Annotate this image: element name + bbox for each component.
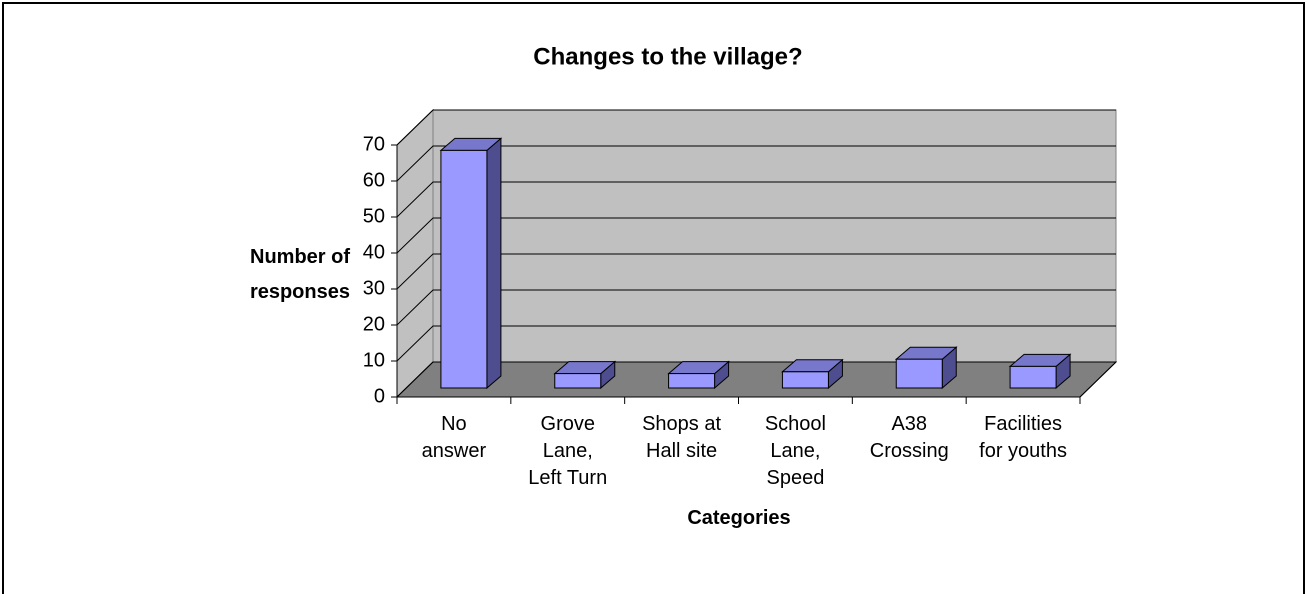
bar bbox=[1009, 365, 1057, 389]
x-axis-title: Categories bbox=[687, 507, 791, 529]
chart-title: Changes to the village? bbox=[533, 43, 802, 70]
bar bbox=[440, 149, 488, 389]
x-tick-label: Shops at Hall site bbox=[642, 413, 722, 462]
grid-line bbox=[391, 253, 1116, 290]
side-wall bbox=[396, 108, 434, 399]
bar bbox=[554, 373, 602, 389]
grid-line bbox=[391, 217, 1116, 254]
grid-line bbox=[391, 361, 1116, 398]
grid-line bbox=[391, 181, 1116, 218]
grid-line bbox=[391, 109, 1116, 146]
y-tick-label: 30 bbox=[363, 277, 385, 299]
y-tick-label: 60 bbox=[363, 169, 385, 191]
y-tick-label: 0 bbox=[374, 385, 385, 407]
y-tick-label: 10 bbox=[363, 349, 385, 371]
grid-line bbox=[391, 289, 1116, 326]
bar bbox=[781, 371, 829, 389]
x-tick-label: No answer bbox=[421, 413, 487, 462]
y-tick-label: 40 bbox=[363, 241, 385, 263]
floor bbox=[395, 361, 1118, 398]
bar-side bbox=[486, 137, 502, 390]
floor-edge bbox=[1079, 361, 1117, 398]
y-tick-label: 20 bbox=[363, 313, 385, 335]
grid-line bbox=[391, 325, 1116, 362]
bar bbox=[668, 373, 716, 389]
bar bbox=[895, 358, 943, 389]
y-tick-label: 70 bbox=[363, 133, 385, 155]
x-tick-label: A38 Crossing bbox=[869, 413, 949, 462]
back-wall bbox=[432, 109, 1117, 363]
y-tick-label: 50 bbox=[363, 205, 385, 227]
x-tick-label: School Lane, Speed bbox=[764, 413, 826, 489]
x-tick-label: Grove Lane, Left Turn bbox=[528, 413, 608, 489]
y-axis-title: Number of responses bbox=[249, 246, 350, 303]
grid-line bbox=[391, 145, 1116, 182]
x-tick-label: Facilities for youths bbox=[979, 413, 1067, 462]
